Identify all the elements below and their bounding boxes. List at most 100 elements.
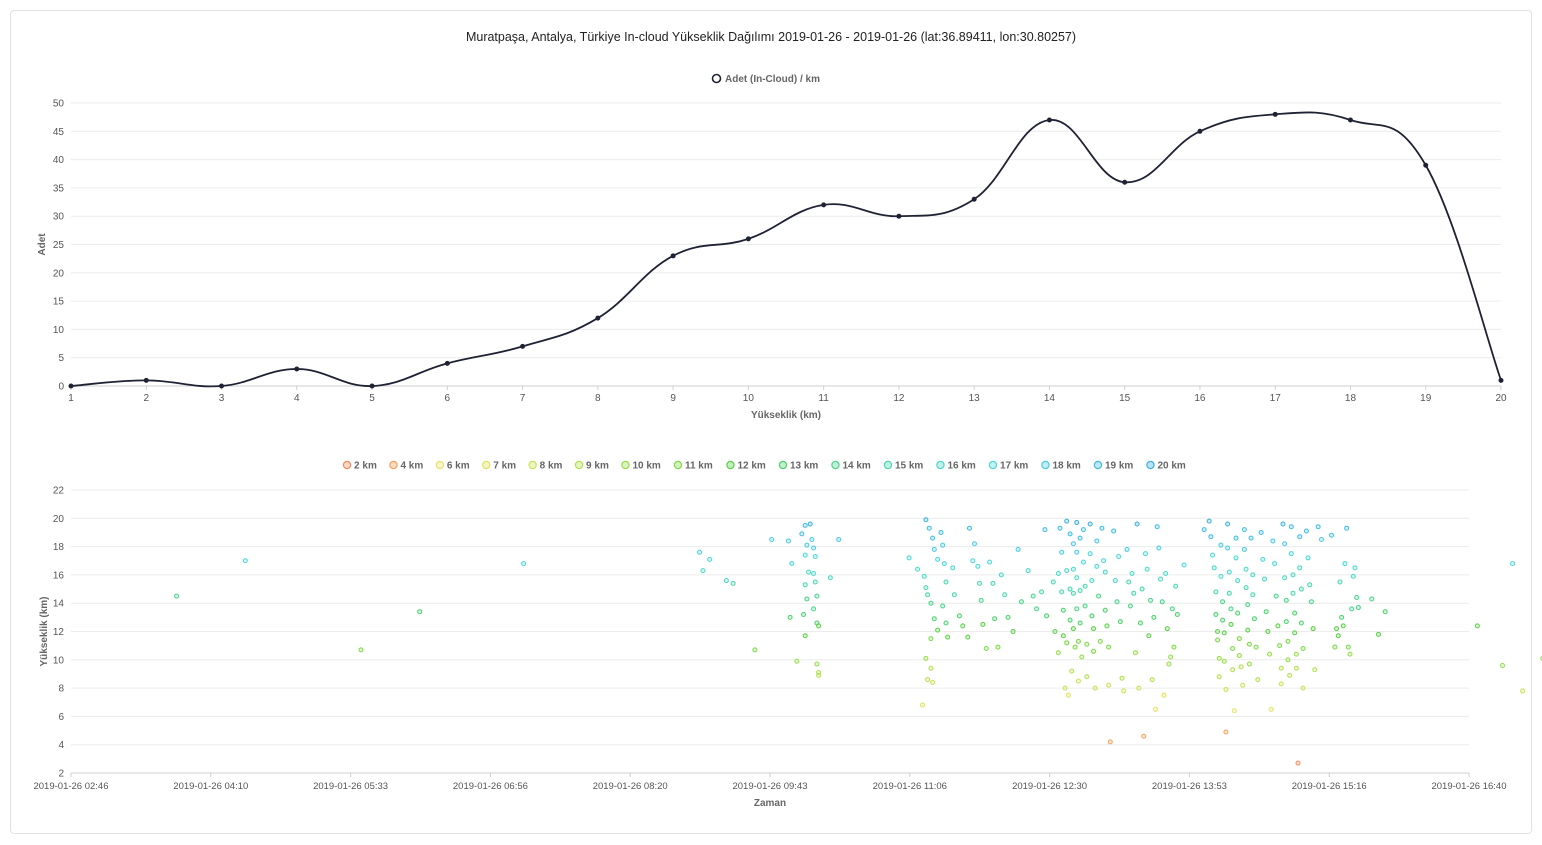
- scatter-chart-data-point: [926, 525, 932, 531]
- scatter-chart-data-point: [1025, 568, 1031, 574]
- scatter-chart-data-point: [1181, 562, 1187, 568]
- scatter-chart-data-point: [1236, 636, 1242, 642]
- line-chart-data-point: [1197, 128, 1203, 134]
- scatter-chart-data-point: [1129, 570, 1135, 576]
- scatter-chart-data-point: [1275, 623, 1281, 629]
- scatter-chart-data-point: [956, 613, 962, 619]
- scatter-chart-data-point: [1148, 597, 1154, 603]
- scatter-chart-data-point: [1273, 593, 1279, 599]
- scatter-chart-data-point: [935, 556, 941, 562]
- line-chart-y-tick-label: 25: [53, 240, 65, 251]
- scatter-chart-data-point: [1111, 528, 1117, 534]
- scatter-chart-data-point: [1072, 644, 1078, 650]
- line-chart-y-tick-label: 0: [58, 382, 64, 393]
- scatter-chart-data-point: [730, 580, 736, 586]
- scatter-chart-data-point: [1034, 606, 1040, 612]
- scatter-chart-data-point: [802, 552, 808, 558]
- scatter-chart-data-point: [1500, 662, 1506, 668]
- scatter-chart-legend-marker: [1093, 460, 1103, 470]
- scatter-chart-data-point: [1218, 573, 1224, 579]
- scatter-chart-legend-label: 13 km: [790, 461, 818, 472]
- scatter-chart-data-point: [827, 575, 833, 581]
- scatter-chart-data-point: [940, 603, 946, 609]
- scatter-chart-data-point: [1075, 638, 1081, 644]
- scatter-chart-data-point: [1278, 681, 1284, 687]
- scatter-chart-data-point: [1352, 565, 1358, 571]
- scatter-chart-data-point: [1089, 613, 1095, 619]
- scatter-chart-x-tick-label: 2019-01-26 02:46: [33, 781, 108, 792]
- scatter-chart-data-point: [1059, 589, 1065, 595]
- scatter-chart-legend-label: 14 km: [842, 461, 870, 472]
- line-chart-data-point: [1347, 117, 1353, 123]
- scatter-chart-data-point: [1039, 589, 1045, 595]
- scatter-chart-data-point: [1226, 569, 1232, 575]
- scatter-chart-data-point: [1094, 563, 1100, 569]
- scatter-chart-data-point: [923, 585, 929, 591]
- scatter-chart-data-point: [1062, 685, 1068, 691]
- scatter-chart-data-point: [1298, 586, 1304, 592]
- scatter-chart-legend-marker: [482, 460, 491, 470]
- scatter-chart-data-point: [1267, 651, 1273, 657]
- scatter-chart-data-point: [1218, 542, 1224, 548]
- scatter-chart-data-point: [1382, 609, 1388, 615]
- scatter-chart-data-point: [1065, 692, 1071, 698]
- scatter-chart-data-point: [1131, 590, 1137, 596]
- scatter-chart-legend-marker: [342, 460, 352, 470]
- scatter-chart-data-point: [787, 614, 793, 620]
- scatter-chart-data-point: [1121, 688, 1127, 694]
- scatter-chart-data-point: [697, 549, 703, 555]
- scatter-chart-data-point: [1282, 541, 1288, 547]
- scatter-chart-data-point: [1280, 521, 1286, 527]
- scatter-chart-data-point: [1211, 565, 1217, 571]
- scatter-chart-data-point: [1263, 609, 1269, 615]
- scatter-chart-data-point: [1228, 621, 1234, 627]
- scatter-chart-data-point: [1146, 633, 1152, 639]
- scatter-chart-data-point: [1092, 685, 1098, 691]
- scatter-chart-data-point: [1082, 603, 1088, 609]
- scatter-chart-data-point: [1055, 650, 1061, 656]
- scatter-chart-data-point: [1510, 561, 1516, 567]
- scatter-chart-data-point: [920, 702, 926, 708]
- scatter-chart-data-point: [812, 579, 818, 585]
- scatter-chart-data-point: [1087, 521, 1093, 527]
- scatter-chart-data-point: [1114, 599, 1120, 605]
- line-chart-x-tick-label: 3: [219, 393, 225, 404]
- scatter-chart-data-point: [943, 620, 949, 626]
- scatter-chart-data-point: [1102, 569, 1108, 575]
- scatter-chart-legend-label: 19 km: [1105, 461, 1133, 472]
- scatter-chart-data-point: [1350, 573, 1356, 579]
- line-chart-x-tick-label: 17: [1270, 393, 1282, 404]
- scatter-chart-data-point: [1144, 566, 1150, 572]
- line-chart-data-point: [520, 343, 526, 349]
- scatter-chart-data-point: [1236, 653, 1242, 659]
- scatter-chart-data-point: [1030, 593, 1036, 599]
- scatter-chart-data-point: [1164, 626, 1170, 632]
- line-chart-data-point: [444, 360, 450, 366]
- scatter-chart-data-point: [1283, 619, 1289, 625]
- scatter-chart-data-point: [1070, 590, 1076, 596]
- scatter-chart-data-point: [1102, 607, 1108, 613]
- scatter-chart-data-point: [931, 546, 937, 552]
- scatter-chart-legend-label: 9 km: [586, 461, 609, 472]
- scatter-chart-data-point: [1223, 729, 1229, 735]
- scatter-chart-data-point: [925, 592, 931, 598]
- scatter-chart-data-point: [1042, 527, 1048, 533]
- scatter-chart-y-tick-label: 2: [58, 769, 64, 780]
- scatter-chart-data-point: [1208, 534, 1214, 540]
- scatter-chart-data-point: [799, 531, 805, 537]
- scatter-chart-data-point: [1290, 572, 1296, 578]
- scatter-chart-data-point: [1015, 546, 1021, 552]
- line-chart-x-tick-label: 18: [1345, 393, 1357, 404]
- scatter-chart-data-point: [1060, 633, 1066, 639]
- scatter-chart-data-point: [769, 537, 775, 543]
- scatter-chart-data-point: [1064, 518, 1070, 524]
- scatter-chart-data-point: [1235, 610, 1241, 616]
- scatter-chart-data-point: [1230, 667, 1236, 673]
- page-title: Muratpaşa, Antalya, Türkiye In-cloud Yük…: [465, 30, 1077, 44]
- scatter-chart-data-point: [242, 558, 248, 564]
- scatter-chart-data-point: [906, 555, 912, 561]
- scatter-chart-data-point: [1117, 619, 1123, 625]
- scatter-chart-data-point: [809, 537, 815, 543]
- scatter-chart-data-point: [943, 579, 949, 585]
